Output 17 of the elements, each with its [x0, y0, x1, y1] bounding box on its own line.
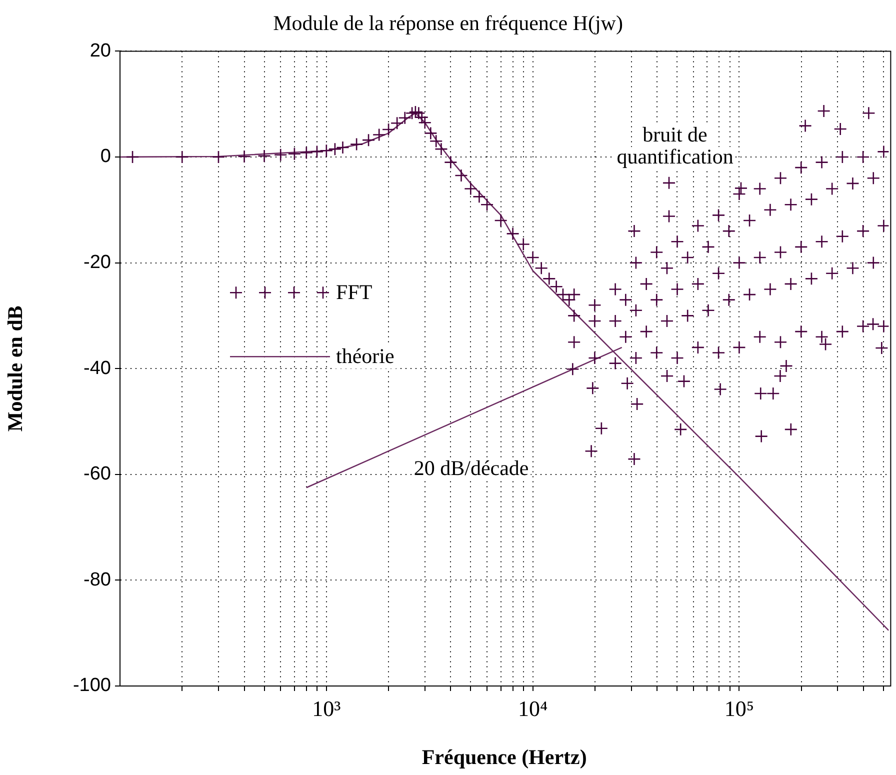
y-tick-label: -40 — [84, 358, 111, 379]
y-tick-label: -80 — [84, 569, 111, 590]
x-axis-title: Fréquence (Hertz) — [422, 744, 587, 769]
y-tick-label: 0 — [100, 146, 111, 168]
y-tick-label: -20 — [84, 252, 111, 274]
x-tick-label: 10⁵ — [724, 696, 754, 721]
x-tick-label: 10³ — [312, 696, 342, 721]
y-tick-label: -60 — [84, 464, 111, 485]
x-tick-label: 10⁴ — [518, 696, 548, 721]
annotation: 20 dB/décade — [414, 456, 529, 480]
annotation: bruit de quantification — [616, 122, 734, 169]
legend-label: FFT — [336, 280, 372, 304]
legend-label: théorie — [336, 344, 394, 368]
chart-title: Module de la réponse en fréquence H(jw) — [273, 11, 623, 36]
y-tick-label: 20 — [90, 40, 111, 62]
y-axis-title: Module en dB — [3, 306, 28, 432]
y-tick-label: -100 — [72, 675, 111, 696]
